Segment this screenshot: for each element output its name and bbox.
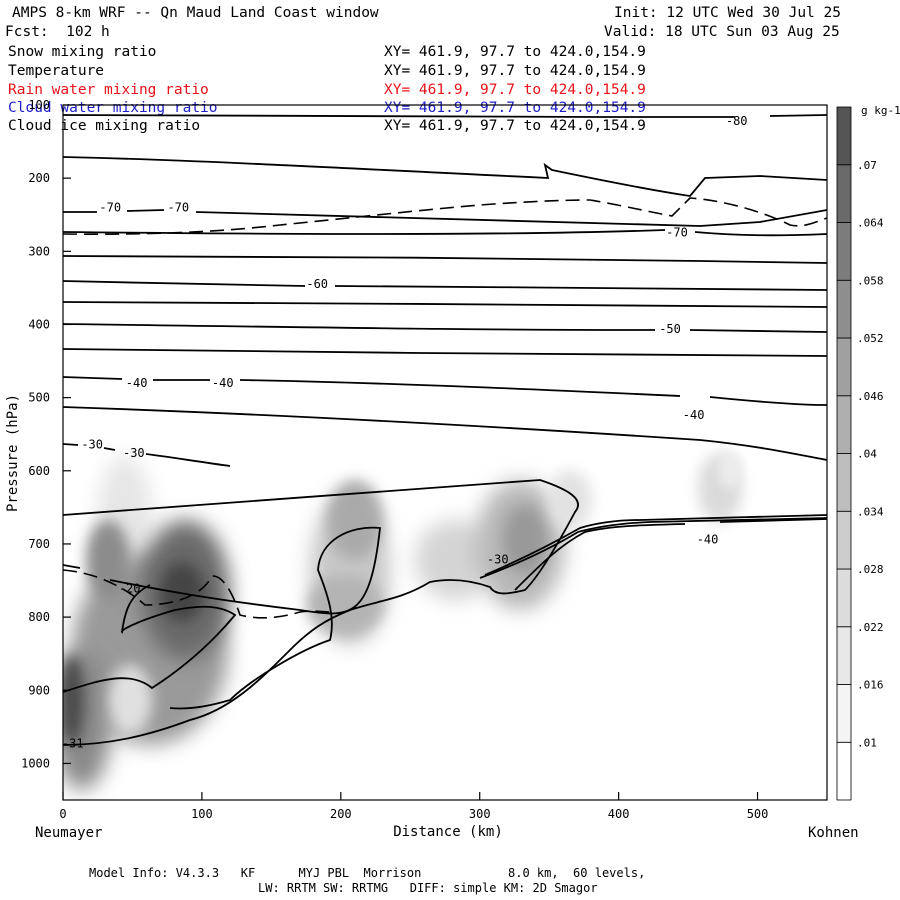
colorbar-level-label: .058	[857, 274, 884, 287]
colorbar-swatch	[836, 279, 852, 339]
y-tick-label: 400	[28, 317, 50, 331]
colorbar-level-label: .04	[857, 448, 877, 461]
x-tick-label: 200	[330, 807, 352, 821]
colorbar-swatch	[836, 164, 852, 223]
contour-label: -30	[123, 446, 145, 460]
y-tick-label: 300	[28, 244, 50, 258]
field-xy: XY= 461.9, 97.7 to 424.0,154.9	[384, 44, 646, 60]
contour-label: -70	[167, 200, 189, 214]
y-tick-label: 800	[28, 610, 50, 624]
contour-label: -50	[659, 322, 681, 336]
x-tick-label: 300	[469, 807, 491, 821]
colorbar-swatch	[836, 684, 852, 743]
init-time: Init: 12 UTC Wed 30 Jul 25	[614, 5, 841, 21]
colorbar-level-label: .016	[857, 679, 884, 692]
x-axis-left-end-label: Neumayer	[35, 825, 102, 841]
x-tick-label: 100	[191, 807, 213, 821]
y-axis-ticks: 100 200 300 400 500 600 700 800 900 1000	[21, 98, 71, 770]
y-tick-label: 900	[28, 683, 50, 697]
field-name: Temperature	[8, 63, 105, 79]
colorbar-level-label: .01	[857, 736, 877, 749]
colorbar-swatch	[836, 337, 852, 397]
temperature-contours	[63, 114, 827, 745]
field-xy: XY= 461.9, 97.7 to 424.0,154.9	[384, 118, 646, 134]
field-name: Cloud water mixing ratio	[8, 100, 218, 116]
contour-label: -60	[306, 277, 328, 291]
colorbar-swatch	[836, 568, 852, 628]
y-tick-label: 200	[28, 171, 50, 185]
contour-label: -31	[62, 737, 84, 751]
contour-label: -40	[212, 376, 234, 390]
field-xy: XY= 461.9, 97.7 to 424.0,154.9	[384, 63, 646, 79]
chart-title: AMPS 8-km WRF -- Qn Maud Land Coast wind…	[12, 5, 379, 21]
colorbar-swatch	[836, 741, 852, 801]
colorbar-level-label: .028	[857, 563, 884, 576]
valid-time: Valid: 18 UTC Sun 03 Aug 25	[604, 24, 840, 40]
contour-label: -70	[99, 200, 121, 214]
contour-label: -30	[81, 437, 103, 451]
contour-label: -80	[726, 114, 748, 128]
colorbar-level-label: .064	[857, 217, 884, 230]
colorbar-unit: g kg-1	[861, 104, 900, 117]
x-tick-label: 400	[608, 807, 630, 821]
contour-label: -40	[697, 533, 719, 547]
field-xy: XY= 461.9, 97.7 to 424.0,154.9	[384, 100, 646, 116]
contour-label: -20	[119, 582, 141, 596]
field-name: Snow mixing ratio	[8, 44, 157, 60]
y-axis-label: Pressure (hPa)	[5, 394, 21, 512]
contour-label: -40	[683, 408, 705, 422]
colorbar-swatch	[836, 106, 852, 166]
model-info: Model Info: V4.3.3 KF MYJ PBL Morrison 8…	[89, 866, 646, 880]
y-tick-label: 600	[28, 464, 50, 478]
y-tick-label: 1000	[21, 756, 50, 770]
colorbar-swatch	[836, 453, 852, 512]
y-tick-label: 100	[28, 98, 50, 112]
temperature-contour-labels: -80 -70 -70 -70 -60 -50 -40 -40 -40 -40 -30 -30 -30 -…	[62, 114, 748, 751]
y-tick-label: 500	[28, 391, 50, 405]
forecast-hour: Fcst: 102 h	[5, 24, 110, 40]
colorbar-swatch	[836, 395, 852, 454]
colorbar-swatch	[836, 222, 852, 281]
x-axis-ticks: 0 100 200 300 400 500	[59, 792, 768, 821]
colorbar-swatch	[836, 626, 852, 685]
contour-label: -40	[126, 376, 148, 390]
colorbar-level-label: .07	[857, 159, 877, 172]
colorbar-level-label: .022	[857, 621, 884, 634]
contour-label: -70	[666, 225, 688, 239]
field-name: Cloud ice mixing ratio	[8, 118, 201, 134]
field-xy: XY= 461.9, 97.7 to 424.0,154.9	[384, 82, 646, 98]
colorbar-level-label: .034	[857, 505, 884, 518]
mixing-ratio-shading	[63, 452, 742, 790]
x-axis-label: Distance (km)	[393, 824, 503, 840]
y-tick-label: 700	[28, 537, 50, 551]
plot-frame	[62, 104, 828, 801]
colorbar-level-label: .052	[857, 332, 884, 345]
x-axis-right-end-label: Kohnen	[808, 825, 859, 841]
contour-label: -30	[487, 552, 509, 566]
colorbar-swatch	[836, 510, 852, 570]
field-name: Rain water mixing ratio	[8, 82, 209, 98]
model-physics: LW: RRTM SW: RRTMG DIFF: simple KM: 2D S…	[258, 881, 598, 895]
x-tick-label: 500	[747, 807, 769, 821]
colorbar: .01 .016 .022 .028 .034 .04 .046 .052 .058 .064 .0…	[836, 106, 884, 801]
colorbar-level-label: .046	[857, 390, 884, 403]
x-tick-label: 0	[59, 807, 66, 821]
